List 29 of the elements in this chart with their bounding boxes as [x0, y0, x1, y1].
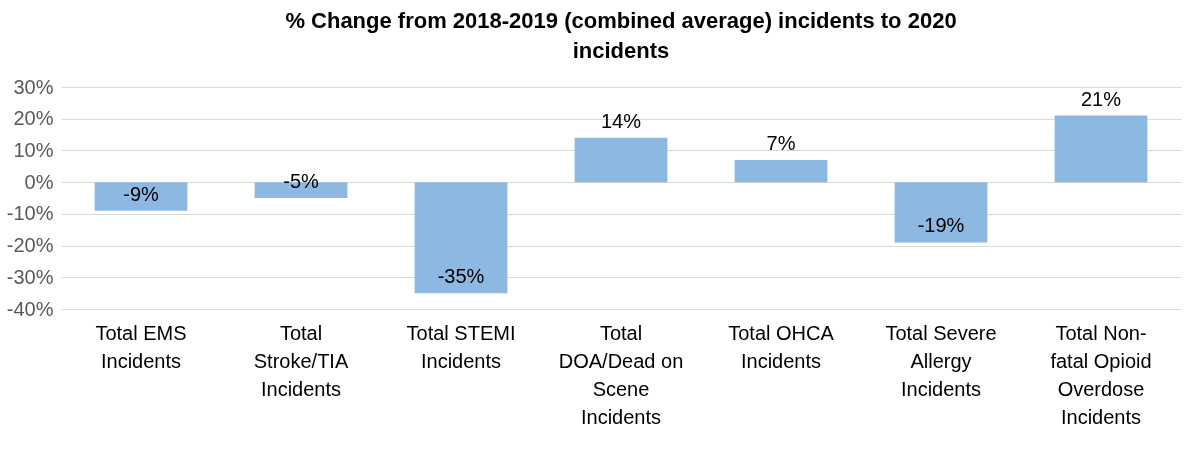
bar — [734, 159, 828, 183]
data-label: 14% — [600, 109, 642, 132]
x-tick-label: Total EMS Incidents — [95, 321, 187, 372]
x-tick-label: Total Severe Allergy Incidents — [885, 321, 997, 400]
bar — [1054, 115, 1148, 183]
x-tick-label: Total STEMI Incidents — [406, 321, 516, 372]
y-tick-label: -40% — [6, 297, 54, 320]
x-tick-label: Total OHCA Incidents — [728, 321, 835, 372]
bar — [894, 182, 988, 243]
y-tick-label: 0% — [24, 170, 54, 193]
bar — [574, 137, 668, 183]
data-label: -19% — [917, 214, 965, 237]
bar — [414, 182, 508, 294]
x-tick-label: Total DOA/Dead on Scene Incidents — [558, 321, 684, 428]
x-tick-label: Total Stroke/TIA Incidents — [253, 321, 349, 400]
y-tick-label: -10% — [6, 202, 54, 225]
y-tick-label: 20% — [13, 107, 54, 130]
bar — [94, 182, 188, 211]
data-label: -5% — [283, 170, 319, 192]
x-tick-label: Total Non-fatal Opioid Overdose Incidents — [1050, 321, 1152, 428]
y-tick-label: -30% — [6, 265, 54, 288]
y-tick-label: 30% — [13, 75, 54, 98]
y-tick-label: -20% — [6, 234, 54, 257]
chart-title: % Change from 2018-2019 (combined average) incidents to 2020 incidents — [285, 8, 957, 63]
data-label: 7% — [766, 131, 796, 154]
data-label: -9% — [123, 182, 159, 205]
data-label: -35% — [437, 265, 485, 288]
y-tick-label: 10% — [13, 138, 54, 161]
data-label: 21% — [1080, 87, 1122, 110]
